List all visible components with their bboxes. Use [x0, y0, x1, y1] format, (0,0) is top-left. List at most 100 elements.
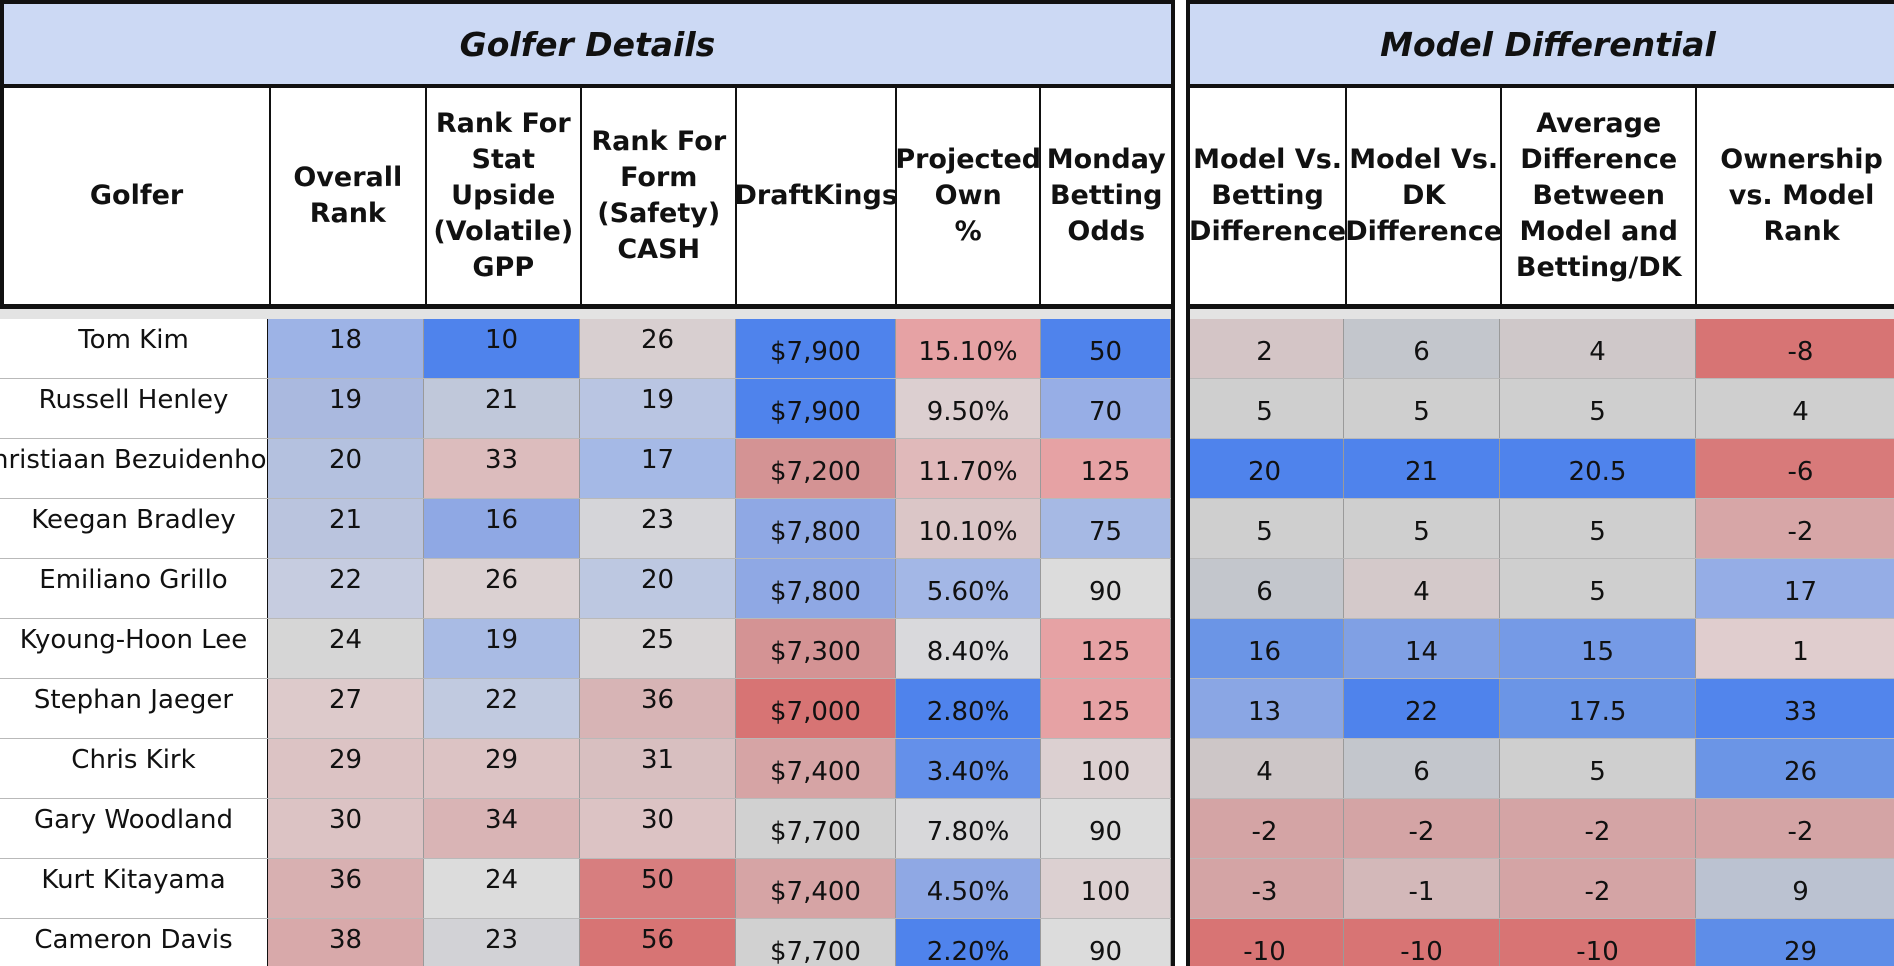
monday-odds-cell: 70	[1041, 379, 1171, 438]
form-rank-cell: 56	[580, 919, 736, 966]
monday-odds-cell: 125	[1041, 439, 1171, 498]
golfer-name-cell: Chris Kirk	[0, 739, 268, 798]
projected-own-cell: 15.10%	[896, 319, 1041, 378]
avg-difference-cell: 15	[1500, 619, 1696, 678]
monday-odds-cell: 90	[1041, 919, 1171, 966]
table-row: 20 21 20.5 -6	[1186, 439, 1894, 499]
column-header-ownership-vs-model: Ownership vs. Model Rank	[1720, 144, 1883, 247]
avg-difference-cell: 4	[1500, 319, 1696, 378]
table-row: 6 4 5 17	[1186, 559, 1894, 619]
table-row: 13 22 17.5 33	[1186, 679, 1894, 739]
form-rank-cell: 36	[580, 679, 736, 738]
column-header-projected-own: Projected Own %	[897, 88, 1042, 304]
table-row: 16 14 15 1	[1186, 619, 1894, 679]
projected-own-cell: 2.80%	[896, 679, 1041, 738]
avg-difference-cell: 20.5	[1500, 439, 1696, 498]
golfer-name: Keegan Bradley	[31, 505, 236, 535]
golfer-name-cell: Keegan Bradley	[0, 499, 268, 558]
projected-own-cell: 7.80%	[896, 799, 1041, 858]
stat-upside-rank-cell: 16	[424, 499, 580, 558]
table-row: Russell Henley 19 21 19 $7,900 9.50% 70	[0, 379, 1175, 439]
ownership-vs-model-cell: 4	[1696, 379, 1894, 438]
table-row: 2 6 4 -8	[1186, 319, 1894, 379]
column-header-stat-upside-rank: Rank For Stat Upside (Volatile) GPP	[427, 88, 583, 304]
table-row: -2 -2 -2 -2	[1186, 799, 1894, 859]
golfer-name: Stephan Jaeger	[33, 685, 234, 715]
overall-rank-cell: 29	[268, 739, 424, 798]
stat-upside-rank-cell: 29	[424, 739, 580, 798]
table-row: -10 -10 -10 29	[1186, 919, 1894, 966]
model-differential-rows: 2 6 4 -8 5 5 5 4 20 21 20.5 -6 5 5 5 -2 6 4 5 17 16 14 15 1 13 22…	[1186, 319, 1894, 966]
column-header-model-vs-dk: Model Vs. DK Difference	[1347, 88, 1503, 304]
form-rank-cell: 50	[580, 859, 736, 918]
monday-odds-cell: 50	[1041, 319, 1171, 378]
overall-rank-cell: 27	[268, 679, 424, 738]
ownership-vs-model-cell: -6	[1696, 439, 1894, 498]
golfer-details-column-headers: Golfer Overall Rank Rank For Stat Upside (…	[0, 88, 1175, 309]
model-vs-betting-cell: 5	[1186, 499, 1344, 558]
form-rank-cell: 19	[580, 379, 736, 438]
overall-rank-cell: 21	[268, 499, 424, 558]
golfer-name: Tom Kim	[78, 325, 189, 355]
model-vs-dk-cell: 4	[1344, 559, 1500, 618]
form-rank-cell: 30	[580, 799, 736, 858]
table-row: Keegan Bradley 21 16 23 $7,800 10.10% 75	[0, 499, 1175, 559]
projected-own-cell: 4.50%	[896, 859, 1041, 918]
ownership-vs-model-cell: 33	[1696, 679, 1894, 738]
golfer-name: Russell Henley	[38, 385, 229, 415]
ownership-vs-model-cell: 17	[1696, 559, 1894, 618]
model-vs-dk-cell: -1	[1344, 859, 1500, 918]
stat-upside-rank-cell: 26	[424, 559, 580, 618]
ownership-vs-model-cell: -8	[1696, 319, 1894, 378]
model-vs-dk-cell: 6	[1344, 739, 1500, 798]
form-rank-cell: 20	[580, 559, 736, 618]
avg-difference-cell: -2	[1500, 799, 1696, 858]
overall-rank-cell: 24	[268, 619, 424, 678]
golfer-details-header: Golfer Details	[0, 0, 1175, 88]
overall-rank-cell: 38	[268, 919, 424, 966]
header-separator	[1186, 309, 1894, 319]
golfer-name: Emiliano Grillo	[39, 565, 228, 595]
golfer-name-cell: Gary Woodland	[0, 799, 268, 858]
golfer-name: Chris Kirk	[71, 745, 196, 775]
monday-odds-cell: 75	[1041, 499, 1171, 558]
table-row: Tom Kim 18 10 26 $7,900 15.10% 50	[0, 319, 1175, 379]
model-differential-panel: Model Differential Model Vs. Betting Dif…	[1186, 0, 1894, 966]
column-header-monday-odds: Monday Betting Odds	[1046, 144, 1166, 247]
avg-difference-cell: -10	[1500, 919, 1696, 966]
ownership-vs-model-cell: 1	[1696, 619, 1894, 678]
monday-odds-cell: 125	[1041, 619, 1171, 678]
table-row: Emiliano Grillo 22 26 20 $7,800 5.60% 90	[0, 559, 1175, 619]
model-vs-betting-cell: 20	[1186, 439, 1344, 498]
form-rank-cell: 31	[580, 739, 736, 798]
avg-difference-cell: 5	[1500, 499, 1696, 558]
table-row: 4 6 5 26	[1186, 739, 1894, 799]
overall-rank-cell: 22	[268, 559, 424, 618]
golfer-details-panel: Golfer Details Golfer Overall Rank Rank Fo…	[0, 0, 1175, 966]
stat-upside-rank-cell: 23	[424, 919, 580, 966]
panel-divider	[1186, 0, 1190, 966]
model-differential-column-headers: Model Vs. Betting Difference Model Vs. DK…	[1186, 88, 1894, 309]
model-vs-betting-cell: 16	[1186, 619, 1344, 678]
avg-difference-cell: 5	[1500, 559, 1696, 618]
table-row: Christiaan Bezuidenhout203317$7,20011.70…	[0, 439, 1175, 499]
monday-odds-cell: 125	[1041, 679, 1171, 738]
avg-difference-cell: 5	[1500, 379, 1696, 438]
golfer-name: Christiaan Bezuidenhout	[0, 445, 267, 475]
golfer-name: Kyoung-Hoon Lee	[19, 625, 248, 655]
overall-rank-cell: 30	[268, 799, 424, 858]
projected-own-cell: 3.40%	[896, 739, 1041, 798]
table-row: Gary Woodland 30 34 30 $7,700 7.80% 90	[0, 799, 1175, 859]
stat-upside-rank-cell: 10	[424, 319, 580, 378]
ownership-vs-model-cell: -2	[1696, 499, 1894, 558]
column-header-draftkings: DraftKings	[737, 88, 897, 304]
model-vs-dk-cell: 6	[1344, 319, 1500, 378]
stat-upside-rank-cell: 24	[424, 859, 580, 918]
model-vs-betting-cell: 13	[1186, 679, 1344, 738]
monday-odds-cell: 90	[1041, 559, 1171, 618]
table-row: 5 5 5 -2	[1186, 499, 1894, 559]
golfer-name: Gary Woodland	[33, 805, 234, 835]
overall-rank-cell: 19	[268, 379, 424, 438]
model-vs-betting-cell: -10	[1186, 919, 1344, 966]
